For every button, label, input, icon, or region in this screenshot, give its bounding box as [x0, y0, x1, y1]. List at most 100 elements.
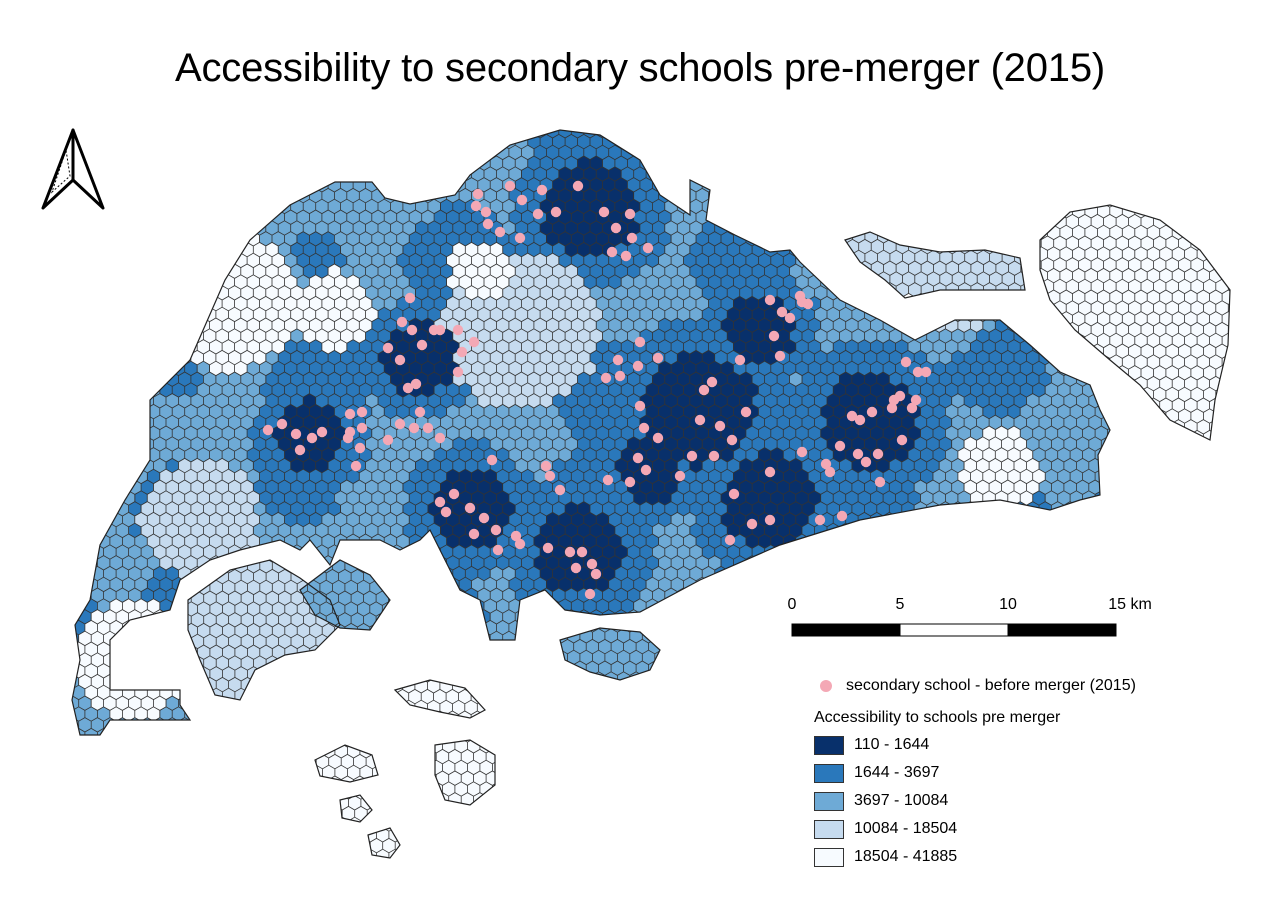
school-point	[586, 558, 598, 570]
school-point	[356, 406, 368, 418]
legend-swatch	[814, 763, 844, 783]
school-point	[642, 242, 654, 254]
school-point	[774, 350, 786, 362]
school-point	[452, 366, 464, 378]
school-point	[354, 442, 366, 454]
school-point	[478, 512, 490, 524]
school-point	[860, 456, 872, 468]
school-point	[674, 470, 686, 482]
legend-item-class-5: 18504 - 41885	[814, 847, 957, 867]
school-point	[606, 246, 618, 258]
school-point	[796, 296, 808, 308]
school-point	[600, 372, 612, 384]
legend-item-class-4: 10084 - 18504	[814, 819, 957, 839]
school-point	[482, 218, 494, 230]
school-point	[708, 450, 720, 462]
scale-bar	[791, 623, 1117, 637]
legend-swatch	[814, 847, 844, 867]
school-point	[612, 354, 624, 366]
hex-cells-class-4	[188, 560, 340, 700]
map-title: Accessibility to secondary schools pre-m…	[175, 46, 1105, 90]
school-point	[448, 488, 460, 500]
coastline-isl2	[314, 744, 379, 783]
school-point	[724, 534, 736, 546]
legend-item-class-1: 110 - 1644	[814, 735, 929, 755]
school-point	[714, 420, 726, 432]
school-point	[394, 418, 406, 430]
school-point	[544, 470, 556, 482]
school-point	[640, 464, 652, 476]
school-point	[706, 376, 718, 388]
school-point	[886, 402, 898, 414]
school-point	[350, 460, 362, 472]
school-point	[620, 250, 632, 262]
school-point	[404, 292, 416, 304]
school-point	[356, 422, 368, 434]
scale-tick-0: 0	[787, 596, 797, 613]
school-point	[726, 434, 738, 446]
school-point	[598, 206, 610, 218]
school-point	[652, 352, 664, 364]
school-point	[626, 232, 638, 244]
school-point	[468, 528, 480, 540]
school-point	[570, 562, 582, 574]
point-legend-label: secondary school - before merger (2015)	[846, 677, 1136, 694]
school-point	[896, 434, 908, 446]
school-point	[768, 330, 780, 342]
school-point	[382, 434, 394, 446]
school-point	[698, 384, 710, 396]
hex-grid-jurong	[188, 560, 340, 700]
school-point	[532, 208, 544, 220]
school-point	[510, 530, 522, 542]
coastline-jurong	[187, 559, 341, 701]
school-point	[382, 342, 394, 354]
school-point	[472, 188, 484, 200]
north-arrow-icon	[41, 128, 105, 210]
school-point	[824, 466, 836, 478]
school-point	[470, 200, 482, 212]
hex-grid-isl1	[395, 680, 485, 718]
school-point	[468, 336, 480, 348]
legend-title: Accessibility to schools pre merger	[814, 709, 1061, 726]
school-point	[900, 356, 912, 368]
school-point	[602, 474, 614, 486]
school-point	[486, 454, 498, 466]
legend-label: 1644 - 3697	[854, 764, 940, 781]
school-point	[464, 502, 476, 514]
hex-grid-isl3	[435, 740, 495, 805]
school-point	[344, 408, 356, 420]
school-point	[888, 394, 900, 406]
school-point	[434, 324, 446, 336]
legend-swatch	[814, 791, 844, 811]
school-point	[694, 414, 706, 426]
coastline-isl1	[393, 679, 486, 719]
school-point	[584, 588, 596, 600]
coastline-jurong2	[299, 559, 391, 631]
school-point	[614, 370, 626, 382]
coastline-tekong	[1039, 204, 1231, 441]
coastline-main	[71, 129, 1111, 736]
school-point	[764, 294, 776, 306]
school-point	[624, 208, 636, 220]
school-point	[632, 360, 644, 372]
school-point	[514, 538, 526, 550]
hex-cells-class-5	[395, 680, 485, 718]
hex-cells-class-4	[845, 232, 1025, 298]
school-point	[590, 568, 602, 580]
hex-grid-sentosa	[560, 628, 660, 680]
legend-item-class-2: 1644 - 3697	[814, 763, 939, 783]
coastline-ubin	[844, 231, 1026, 299]
hex-grid-isl5	[340, 795, 372, 822]
legend-swatch	[814, 735, 844, 755]
legend-label: 10084 - 18504	[854, 820, 958, 837]
school-point	[452, 324, 464, 336]
school-point	[784, 312, 796, 324]
hex-cells-class-3	[560, 628, 660, 680]
school-point	[434, 432, 446, 444]
coastline-isl5	[339, 794, 373, 823]
school-point	[796, 446, 808, 458]
school-point	[572, 180, 584, 192]
legend-label: 110 - 1644	[854, 736, 930, 753]
school-point	[624, 476, 636, 488]
